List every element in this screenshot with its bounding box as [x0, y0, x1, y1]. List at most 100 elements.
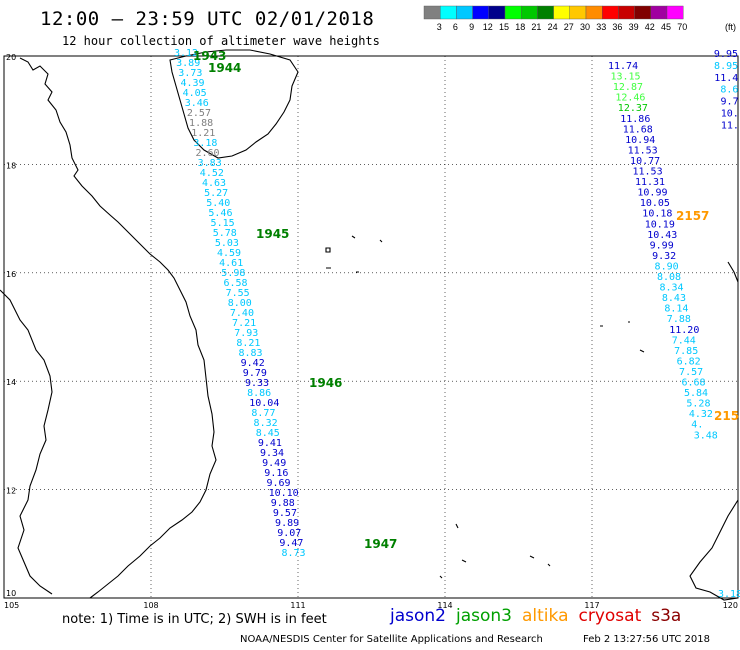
wave-height-label: 6.82 — [677, 356, 701, 367]
wave-height-label: 11. — [721, 120, 739, 131]
wave-height-label: 3.83 — [198, 158, 222, 169]
page-subtitle: 12 hour collection of altimeter wave hei… — [62, 34, 380, 48]
wave-height-label: 4.32 — [689, 409, 713, 420]
x-tick-label: 114 — [437, 601, 452, 610]
colorbar-unit: (ft) — [725, 22, 736, 32]
wave-height-label: 9.79 — [243, 368, 267, 379]
wave-height-label: 11.53 — [633, 167, 663, 178]
coastline — [0, 49, 739, 601]
wave-height-label: 10. — [721, 109, 739, 120]
wave-height-label: 5.03 — [215, 238, 239, 249]
wave-height-label: 8.43 — [662, 293, 686, 304]
wave-height-label: 9.41 — [258, 438, 282, 449]
wave-height-label: 8.21 — [236, 338, 260, 349]
wave-height-label: 12.87 — [613, 82, 643, 93]
wave-height-label: 5.15 — [211, 218, 235, 229]
wave-height-label: 7.55 — [226, 288, 250, 299]
wave-height-label: 7.44 — [672, 335, 696, 346]
colorbar-tick: 30 — [580, 22, 590, 32]
wave-height-label: 5.40 — [206, 198, 230, 209]
wave-height-label: 4.52 — [200, 168, 224, 179]
coastline-vietnam — [19, 57, 217, 599]
wave-height-label: 9.88 — [271, 498, 295, 509]
x-tick-label: 105 — [4, 601, 19, 610]
wave-height-label: 9.32 — [652, 251, 676, 262]
y-tick-label: 20 — [6, 53, 16, 62]
wave-height-label: 8.14 — [664, 304, 688, 315]
colorbar-tick: 42 — [645, 22, 655, 32]
colorbar-tick: 12 — [483, 22, 493, 32]
wave-height-label: 8.34 — [659, 283, 683, 294]
colorbar-tick: 24 — [548, 22, 558, 32]
wave-height-label: 11.86 — [620, 114, 650, 125]
y-tick-label: 16 — [6, 270, 16, 279]
wave-height-label: 9.07 — [277, 528, 301, 539]
pass-time-label: 215 — [714, 409, 739, 423]
colorbar-tick: 45 — [661, 22, 671, 32]
wave-height-label: 7.85 — [674, 346, 698, 357]
pass-time-label: 2157 — [676, 209, 709, 223]
wave-height-label: 8.6 — [720, 85, 738, 96]
wave-height-label: 12.37 — [618, 103, 648, 114]
wave-height-label: 7.88 — [667, 314, 691, 325]
colorbar-tick: 15 — [499, 22, 509, 32]
wave-height-label: 4.05 — [183, 88, 207, 99]
color-scale-bar: 3 6 9 12 15 18 21 24 27 30 33 36 39 42 45 70 (ft) — [423, 5, 736, 32]
wave-height-label: 11.53 — [628, 145, 658, 156]
colorbar-tick: 6 — [453, 22, 458, 32]
wave-height-label: 10.05 — [640, 198, 670, 209]
wave-height-label: 9.34 — [260, 448, 284, 459]
wave-height-label: 8.73 — [282, 548, 306, 559]
coastline-hainan — [169, 49, 299, 159]
y-tick-label: 14 — [6, 378, 16, 387]
generated-timestamp: Feb 2 13:27:56 UTC 2018 — [583, 634, 710, 645]
wave-height-label: 2.60 — [196, 148, 220, 159]
map-frame — [3, 55, 739, 599]
wave-height-label: 10.04 — [249, 398, 279, 409]
wave-height-label: 1.88 — [189, 118, 213, 129]
legend-cryosat: cryosat — [578, 606, 642, 626]
wave-height-label: 10.10 — [269, 488, 299, 499]
wave-height-label: 9.57 — [273, 508, 297, 519]
wave-height-label: 8.00 — [228, 298, 252, 309]
wave-height-label: 5.27 — [204, 188, 228, 199]
x-tick-label: 117 — [584, 601, 599, 610]
wave-height-label: 11.31 — [635, 177, 665, 188]
wave-height-label: 5.98 — [221, 268, 245, 279]
legend-altika: altika — [522, 606, 569, 626]
x-tick-label: 108 — [143, 601, 158, 610]
wave-height-label: 6.58 — [223, 278, 247, 289]
wave-height-label: 9.33 — [245, 378, 269, 389]
wave-height-label: 11.68 — [623, 124, 653, 135]
legend-jason3: jason3 — [456, 606, 512, 626]
wave-height-label: 8.90 — [655, 261, 679, 272]
map-grid — [3, 55, 739, 599]
wave-height-label: 9.95 — [714, 49, 738, 60]
altimeter-tracks: 3.123.893.734.394.053.462.571.881.213.18… — [174, 48, 740, 600]
wave-height-label: 3.89 — [176, 58, 200, 69]
wave-height-label: 3.12 — [174, 48, 198, 59]
wave-height-label: 3.73 — [178, 68, 202, 79]
wave-height-label: 6.68 — [682, 378, 706, 389]
wave-height-label: 11.74 — [608, 61, 638, 72]
wave-height-label: 8.32 — [254, 418, 278, 429]
coastline-east — [689, 261, 739, 601]
wave-height-label: 4.63 — [202, 178, 226, 189]
wave-height-label: 10.94 — [625, 135, 655, 146]
colorbar-tick: 18 — [515, 22, 525, 32]
satellite-legend: jason2 jason3 altika cryosat s3a — [390, 606, 691, 626]
legend-jason2: jason2 — [390, 606, 446, 626]
wave-height-label: 8.45 — [256, 428, 280, 439]
wave-height-label: 5.84 — [684, 388, 708, 399]
wave-height-label: 8.08 — [657, 272, 681, 283]
wave-height-label: 10.77 — [630, 156, 660, 167]
page-title: 12:00 – 23:59 UTC 02/01/2018 — [40, 8, 375, 30]
wave-height-label: 11.4 — [714, 73, 738, 84]
wave-height-label: 5.78 — [213, 228, 237, 239]
colorbar-tick: 27 — [564, 22, 574, 32]
wave-height-label: 5.46 — [208, 208, 232, 219]
wave-height-label: 9.7 — [721, 97, 739, 108]
wave-height-label: 4.61 — [219, 258, 243, 269]
credit-line: NOAA/NESDIS Center for Satellite Applica… — [240, 634, 543, 645]
